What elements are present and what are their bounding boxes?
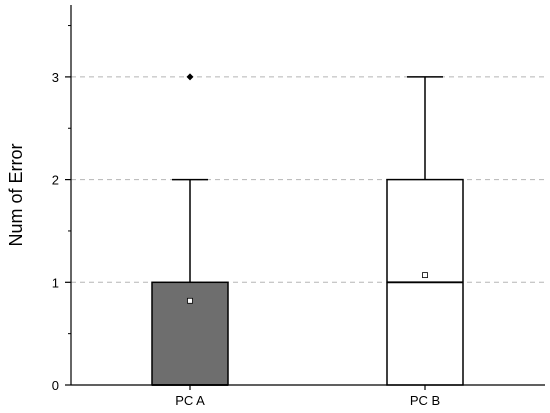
x-ticks: PC A PC B [175, 385, 440, 408]
y-tick-label: 0 [52, 378, 59, 393]
x-tick-label: PC B [410, 393, 440, 408]
mean-marker [187, 297, 193, 304]
y-ticks: 0 1 2 3 [52, 25, 71, 393]
x-tick-label: PC A [175, 393, 205, 408]
y-tick-label: 1 [52, 275, 59, 290]
box-series [151, 73, 464, 386]
mean-marker [422, 272, 428, 279]
y-tick-label: 3 [52, 70, 59, 85]
box-rect [151, 281, 229, 386]
y-tick-label: 2 [52, 173, 59, 188]
y-axis-title: Num of Error [6, 143, 26, 246]
grid-lines [71, 76, 545, 283]
box-group [151, 73, 229, 386]
box-group [386, 76, 464, 386]
outlier-point [186, 73, 194, 81]
axes [70, 5, 545, 386]
